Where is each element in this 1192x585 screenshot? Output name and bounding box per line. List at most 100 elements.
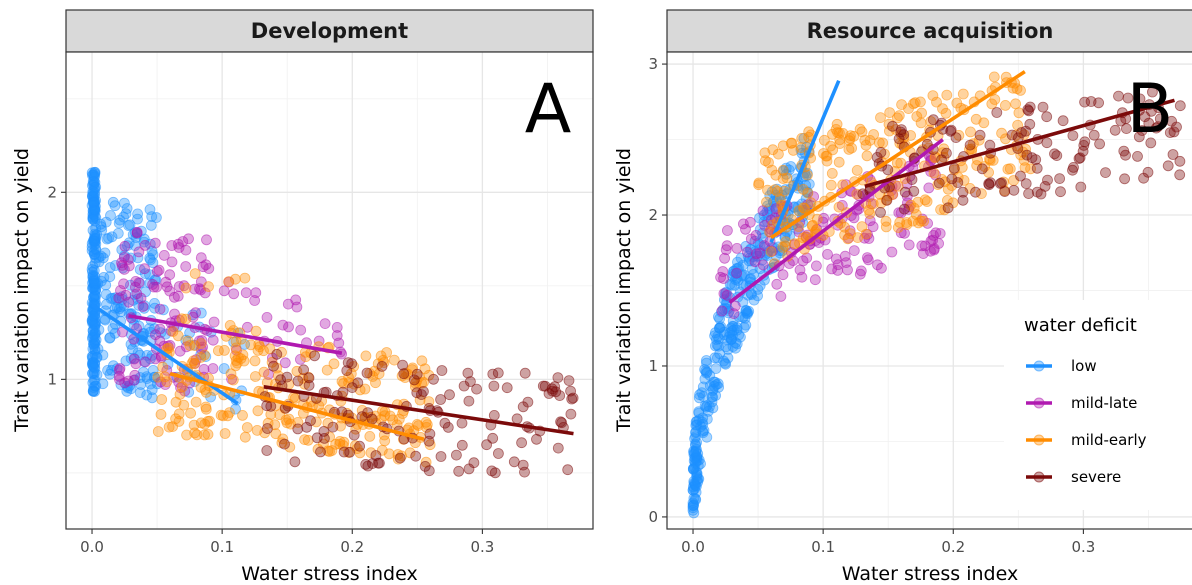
point-severe bbox=[303, 379, 315, 391]
point-mild-late bbox=[830, 253, 842, 265]
point-mild-early bbox=[892, 222, 904, 233]
point-severe bbox=[292, 423, 304, 435]
point-mild-late bbox=[172, 290, 184, 302]
x-tick-label: 0.2 bbox=[340, 538, 364, 556]
point-mild-early bbox=[852, 232, 864, 244]
point-severe bbox=[1118, 145, 1130, 157]
point-severe bbox=[983, 179, 995, 191]
point-severe bbox=[1037, 101, 1049, 113]
point-severe bbox=[456, 439, 468, 451]
point-low bbox=[714, 322, 725, 334]
panel-development: Development 0.0 0.1 0.2 0.3 12 A Water stre… bbox=[11, 9, 594, 585]
point-severe bbox=[1138, 172, 1149, 184]
point-low bbox=[713, 311, 724, 323]
point-mild-late bbox=[759, 240, 770, 252]
point-severe bbox=[1006, 129, 1018, 141]
point-severe bbox=[344, 446, 356, 458]
point-low bbox=[89, 181, 100, 193]
point-low bbox=[710, 363, 722, 375]
point-severe bbox=[1168, 126, 1180, 138]
point-mild-early bbox=[805, 197, 817, 209]
point-mild-early bbox=[759, 147, 771, 159]
point-low bbox=[733, 311, 745, 323]
point-low bbox=[88, 196, 99, 208]
fit-line-low bbox=[91, 303, 239, 406]
point-mild-early bbox=[825, 179, 837, 191]
panel-border-development bbox=[65, 51, 594, 530]
point-severe bbox=[428, 373, 439, 385]
point-mild-early bbox=[360, 350, 372, 362]
panel-border-resource-acquisition bbox=[666, 51, 1192, 530]
point-mild-early bbox=[996, 127, 1007, 139]
point-severe bbox=[376, 360, 388, 372]
x-tick-label: 0.3 bbox=[470, 538, 494, 556]
point-severe bbox=[1088, 129, 1100, 141]
point-severe bbox=[464, 376, 476, 388]
point-mild-early bbox=[225, 368, 237, 380]
point-mild-late bbox=[290, 294, 302, 306]
point-low bbox=[134, 387, 146, 399]
point-mild-early bbox=[802, 187, 814, 199]
y-tick-label: 1 bbox=[648, 357, 658, 375]
legend-key-point-mild-late bbox=[1033, 397, 1045, 409]
point-severe bbox=[463, 395, 475, 407]
point-mild-early bbox=[258, 345, 269, 357]
point-low bbox=[124, 219, 136, 231]
point-low bbox=[743, 305, 755, 317]
point-severe bbox=[275, 374, 287, 386]
point-severe bbox=[481, 439, 493, 451]
point-mild-late bbox=[180, 261, 192, 272]
point-mild-early bbox=[753, 177, 765, 189]
point-mild-late bbox=[741, 246, 753, 258]
point-mild-early bbox=[284, 441, 296, 453]
point-mild-early bbox=[1013, 107, 1025, 119]
point-low bbox=[102, 364, 113, 376]
point-mild-early bbox=[403, 422, 415, 434]
point-severe bbox=[289, 456, 301, 468]
point-severe bbox=[488, 409, 500, 421]
point-mild-late bbox=[114, 374, 125, 386]
point-mild-late bbox=[279, 357, 291, 369]
point-mild-early bbox=[777, 173, 789, 185]
point-severe bbox=[361, 367, 373, 379]
point-severe bbox=[1164, 127, 1176, 139]
point-mild-early bbox=[833, 201, 845, 213]
point-mild-late bbox=[149, 353, 161, 365]
point-mild-early bbox=[173, 415, 185, 427]
point-severe bbox=[462, 367, 474, 379]
point-low bbox=[95, 250, 107, 262]
point-mild-early bbox=[921, 196, 933, 207]
point-severe bbox=[555, 416, 566, 428]
point-mild-early bbox=[789, 238, 801, 250]
point-low bbox=[713, 340, 724, 352]
point-severe bbox=[1134, 93, 1146, 105]
point-severe bbox=[1008, 184, 1020, 196]
point-mild-late bbox=[150, 329, 161, 341]
point-severe bbox=[261, 400, 273, 412]
point-mild-early bbox=[779, 240, 791, 252]
point-mild-late bbox=[114, 363, 126, 374]
point-mild-early bbox=[833, 156, 845, 168]
point-mild-early bbox=[219, 428, 231, 439]
point-severe bbox=[372, 457, 384, 469]
point-mild-late bbox=[839, 250, 851, 262]
point-low bbox=[87, 385, 99, 397]
point-mild-late bbox=[771, 278, 783, 290]
point-severe bbox=[1119, 173, 1130, 185]
point-low bbox=[144, 204, 156, 215]
point-severe bbox=[435, 394, 447, 405]
point-mild-early bbox=[239, 431, 251, 443]
point-mild-late bbox=[313, 335, 325, 347]
point-mild-early bbox=[916, 107, 927, 119]
point-mild-early bbox=[416, 355, 428, 367]
point-severe bbox=[562, 464, 574, 476]
point-severe bbox=[450, 449, 462, 461]
point-mild-early bbox=[321, 364, 333, 376]
point-mild-early bbox=[227, 374, 239, 386]
point-mild-late bbox=[135, 292, 147, 304]
point-mild-late bbox=[930, 227, 942, 239]
point-low bbox=[104, 262, 116, 273]
point-mild-late bbox=[183, 233, 194, 245]
point-mild-early bbox=[1015, 149, 1027, 161]
point-severe bbox=[871, 151, 883, 163]
